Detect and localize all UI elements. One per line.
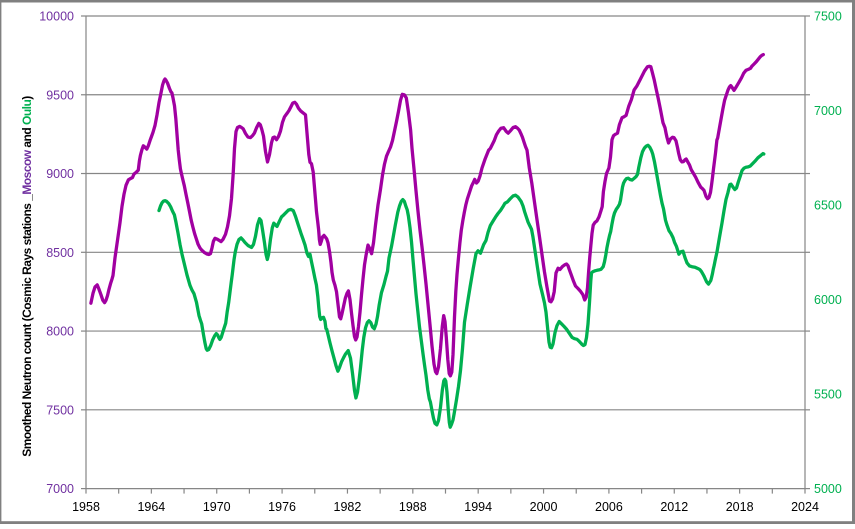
svg-text:10000: 10000 xyxy=(39,10,74,24)
svg-text:2000: 2000 xyxy=(530,500,558,514)
svg-text:1958: 1958 xyxy=(72,500,100,514)
svg-text:2006: 2006 xyxy=(595,500,623,514)
svg-text:7000: 7000 xyxy=(814,104,842,118)
svg-text:1970: 1970 xyxy=(203,500,231,514)
svg-text:2012: 2012 xyxy=(660,500,688,514)
svg-text:1982: 1982 xyxy=(334,500,362,514)
svg-text:9500: 9500 xyxy=(46,88,74,102)
svg-text:5000: 5000 xyxy=(814,482,842,496)
svg-text:2018: 2018 xyxy=(726,500,754,514)
svg-text:9000: 9000 xyxy=(46,167,74,181)
svg-text:2024: 2024 xyxy=(791,500,819,514)
svg-text:1994: 1994 xyxy=(464,500,492,514)
svg-text:7500: 7500 xyxy=(46,403,74,417)
svg-text:5500: 5500 xyxy=(814,388,842,402)
svg-text:7500: 7500 xyxy=(814,10,842,24)
svg-text:1976: 1976 xyxy=(268,500,296,514)
svg-text:1988: 1988 xyxy=(399,500,427,514)
svg-text:6000: 6000 xyxy=(814,293,842,307)
svg-text:7000: 7000 xyxy=(46,482,74,496)
svg-text:1964: 1964 xyxy=(137,500,165,514)
svg-text:Smoothed Neutron count (Cosmic: Smoothed Neutron count (Cosmic Rays stat… xyxy=(20,96,34,457)
svg-text:8000: 8000 xyxy=(46,325,74,339)
svg-text:8500: 8500 xyxy=(46,246,74,260)
svg-text:6500: 6500 xyxy=(814,199,842,213)
